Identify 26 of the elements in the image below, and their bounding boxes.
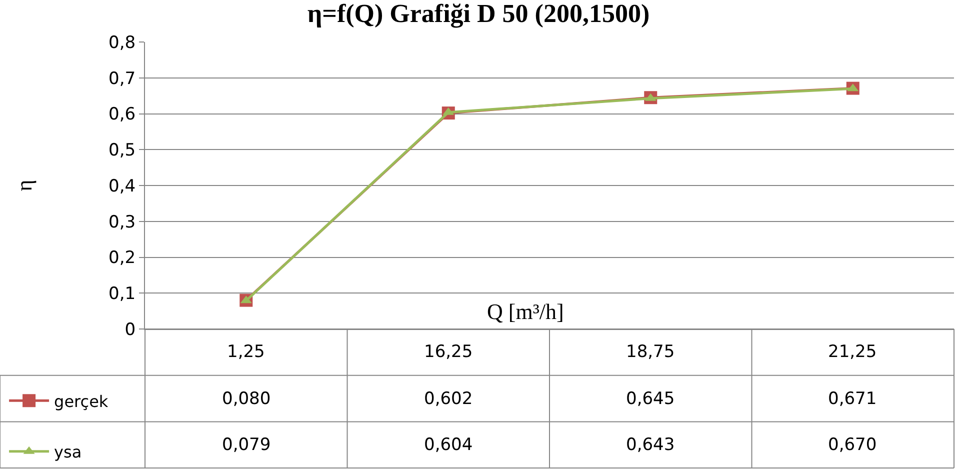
x-tick-label: 21,25	[828, 342, 877, 362]
y-tick-label: 0	[124, 320, 136, 340]
legend-label: gerçek	[54, 392, 109, 411]
x-axis-title: Q [m³/h]	[487, 299, 564, 324]
data-label: 0,643	[626, 435, 675, 455]
y-tick-label: 0,2	[108, 248, 136, 268]
data-label: 0,080	[222, 389, 271, 409]
data-label: 0,670	[828, 435, 877, 455]
y-tick-label: 0,5	[108, 140, 136, 161]
x-tick-label: 1,25	[227, 342, 265, 362]
y-tick-label: 0,8	[108, 32, 136, 53]
y-axis-title: η	[11, 180, 36, 192]
y-tick-label: 0,4	[108, 176, 136, 196]
x-tick-label: 16,25	[424, 342, 473, 362]
y-tick-label: 0,6	[108, 104, 136, 125]
y-tick-label: 0,1	[108, 284, 136, 304]
chart-title: η=f(Q) Grafiği D 50 (200,1500)	[307, 0, 650, 28]
legend-label: ysa	[54, 442, 82, 462]
data-label: 0,645	[626, 389, 675, 409]
data-label: 0,671	[828, 389, 877, 409]
x-tick-label: 18,75	[626, 342, 675, 362]
y-tick-label: 0,7	[108, 68, 136, 89]
data-label: 0,079	[222, 435, 271, 455]
data-label: 0,604	[424, 435, 473, 455]
y-tick-label: 0,3	[108, 212, 136, 232]
data-label: 0,602	[424, 389, 473, 409]
